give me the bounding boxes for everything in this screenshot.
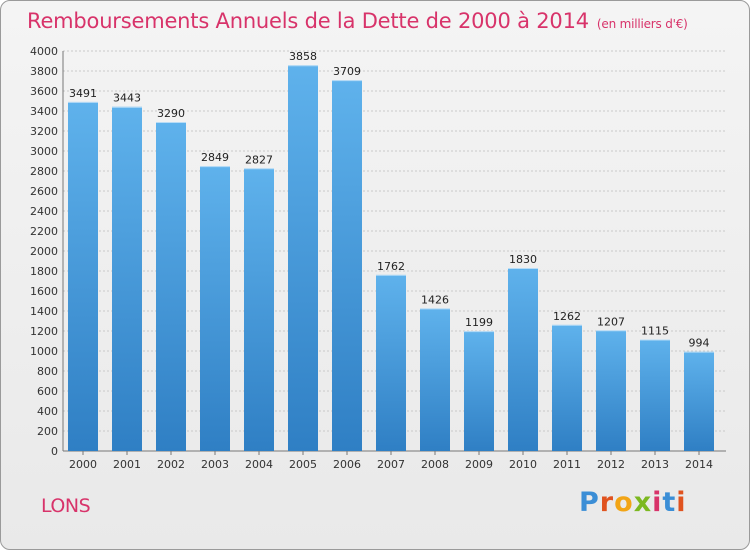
y-tick-label: 200: [37, 425, 58, 438]
data-label: 3858: [289, 50, 317, 63]
data-label: 1762: [377, 260, 405, 273]
bar: [112, 106, 142, 451]
data-label: 3290: [157, 107, 185, 120]
bar: [288, 65, 318, 451]
y-tick-label: 1800: [30, 265, 58, 278]
y-tick-label: 1200: [30, 325, 58, 338]
x-tick-label: 2009: [465, 458, 493, 471]
bar: [508, 268, 538, 451]
data-label: 1115: [641, 325, 669, 338]
y-tick-label: 2200: [30, 225, 58, 238]
data-label: 1207: [597, 315, 625, 328]
logo-letter: i: [676, 487, 687, 518]
logo-letter: x: [633, 487, 653, 518]
y-tick-label: 1400: [30, 305, 58, 318]
x-tick-label: 2002: [157, 458, 185, 471]
y-tick-label: 3200: [30, 125, 58, 138]
y-tick-label: 400: [37, 405, 58, 418]
data-label: 1830: [509, 253, 537, 266]
data-label: 2849: [201, 151, 229, 164]
y-tick-label: 1600: [30, 285, 58, 298]
bar: [420, 308, 450, 451]
y-tick-label: 1000: [30, 345, 58, 358]
data-label: 1426: [421, 293, 449, 306]
chart-unit: (en milliers d'€): [596, 17, 688, 31]
proxiti-logo: Proxiti: [579, 487, 687, 518]
x-tick-label: 2014: [685, 458, 713, 471]
bar: [640, 339, 670, 451]
logo-letter: r: [599, 487, 615, 518]
x-tick-label: 2006: [333, 458, 361, 471]
bar: [552, 324, 582, 451]
y-tick-label: 2400: [30, 205, 58, 218]
data-label: 3443: [113, 92, 141, 105]
y-tick-label: 3600: [30, 85, 58, 98]
y-tick-label: 3400: [30, 105, 58, 118]
bar: [596, 330, 626, 451]
y-tick-label: 0: [51, 445, 58, 458]
data-label: 2827: [245, 153, 273, 166]
logo-letter: o: [614, 487, 634, 518]
data-label: 1199: [465, 316, 493, 329]
data-label: 994: [689, 337, 710, 350]
data-label: 3709: [333, 65, 361, 78]
x-tick-label: 2001: [113, 458, 141, 471]
bar: [376, 274, 406, 451]
x-tick-label: 2012: [597, 458, 625, 471]
commune-name: LONS: [41, 495, 91, 517]
x-tick-label: 2013: [641, 458, 669, 471]
y-tick-label: 2000: [30, 245, 58, 258]
data-label: 1262: [553, 310, 581, 323]
logo-letter: i: [652, 487, 663, 518]
logo-letter: P: [579, 487, 600, 518]
bar: [200, 166, 230, 451]
x-tick-label: 2008: [421, 458, 449, 471]
x-tick-label: 2000: [69, 458, 97, 471]
y-tick-label: 800: [37, 365, 58, 378]
x-tick-label: 2011: [553, 458, 581, 471]
x-tick-label: 2004: [245, 458, 273, 471]
y-tick-label: 3000: [30, 145, 58, 158]
bar: [332, 80, 362, 451]
bar: [684, 351, 714, 451]
logo-letter: t: [662, 487, 677, 518]
y-tick-label: 2600: [30, 185, 58, 198]
x-tick-label: 2010: [509, 458, 537, 471]
bar: [68, 101, 98, 452]
x-tick-label: 2005: [289, 458, 317, 471]
y-tick-label: 4000: [30, 45, 58, 58]
bar: [156, 122, 186, 451]
data-label: 3491: [69, 87, 97, 100]
x-tick-label: 2007: [377, 458, 405, 471]
chart-title-text: Remboursements Annuels de la Dette de 20…: [27, 9, 589, 33]
y-tick-label: 3800: [30, 65, 58, 78]
y-tick-label: 600: [37, 385, 58, 398]
bar: [464, 331, 494, 451]
y-tick-label: 2800: [30, 165, 58, 178]
chart-title: Remboursements Annuels de la Dette de 20…: [27, 9, 688, 33]
x-tick-label: 2003: [201, 458, 229, 471]
bar: [244, 168, 274, 452]
